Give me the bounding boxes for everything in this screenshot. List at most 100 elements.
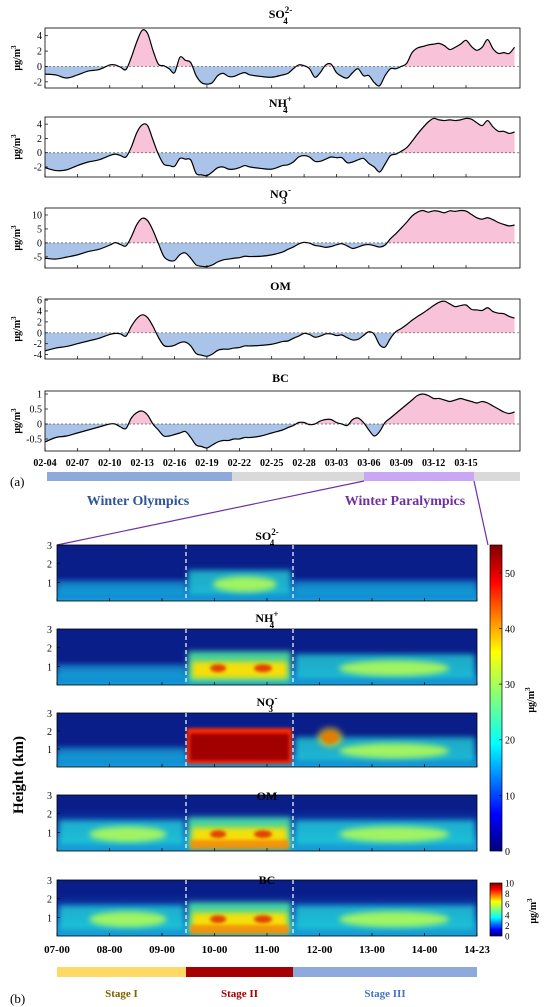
y-unit-text: μg/m3 — [526, 898, 539, 924]
plot-frame — [44, 27, 521, 89]
panel-title: NO-3 — [270, 185, 291, 206]
title-sub: 4 — [283, 16, 288, 26]
unit-base: μg/m — [528, 901, 539, 923]
anomaly-line — [44, 117, 515, 177]
colorbar-bc-tick-label: 0 — [505, 932, 510, 942]
paralympics-period-bar — [364, 472, 474, 481]
y-unit-label: μg/m3 — [10, 225, 23, 251]
zoom-connector-left — [56, 480, 365, 546]
moderate-concentration-core — [339, 826, 450, 843]
y-unit-label: μg/m3 — [524, 687, 537, 713]
unit-base: μg/m — [526, 690, 537, 712]
y-tick-label: 0 — [37, 420, 42, 431]
stage-label-2: Stage II — [221, 988, 258, 1000]
x-tick-label: 02-16 — [163, 458, 186, 469]
y-tick-label: 3 — [47, 876, 52, 887]
hotspot-halo — [317, 727, 343, 748]
y-tick-label: -5 — [34, 252, 42, 263]
stage-bar-3 — [293, 967, 477, 977]
negative-anomaly-area — [45, 152, 399, 176]
gap-period-bar — [232, 472, 364, 481]
hotspot — [254, 664, 273, 673]
y-tick-label: 0 — [37, 238, 42, 249]
y-tick-label: 1 — [37, 390, 42, 401]
y-tick-label: 2 — [47, 895, 52, 906]
profile-field — [57, 629, 477, 685]
unit-base: μg/m — [12, 319, 23, 341]
stage-bar-1 — [57, 967, 186, 977]
profile-field — [57, 545, 477, 601]
y-tick-label: -0.5 — [26, 435, 42, 446]
unit-sup: 3 — [10, 225, 18, 229]
x-tick-label: 02-28 — [292, 458, 315, 469]
colorbar-bc-tick-label: 4 — [505, 910, 510, 920]
title-sub: 4 — [270, 538, 275, 548]
title-base: BC — [259, 873, 276, 887]
title-sup: - — [288, 185, 291, 195]
title-base: OM — [270, 279, 291, 293]
colorbar-tick-label: 50 — [505, 569, 515, 580]
hotspot — [254, 830, 273, 839]
hotspot — [210, 664, 227, 673]
panel-title: BC — [259, 873, 276, 887]
olympics-period-bar — [47, 472, 232, 481]
panel-b-label: (b) — [10, 991, 25, 1006]
y-unit-text: μg/m3 — [10, 316, 23, 342]
profile-field — [57, 880, 477, 936]
panel-title: BC — [272, 371, 289, 385]
height-axis-label: Height (km) — [11, 736, 27, 814]
x-tick-label: 02-07 — [66, 458, 89, 469]
profile-field — [57, 713, 477, 767]
colorbar-tick-label: 0 — [505, 847, 510, 858]
y-tick-label: 6 — [37, 296, 42, 307]
title-base: NO — [270, 187, 288, 201]
y-tick-label: -2 — [34, 163, 42, 174]
title-sub: 4 — [270, 620, 275, 630]
y-tick-label: 3 — [47, 709, 52, 720]
x-tick-label: 02-10 — [98, 458, 121, 469]
colorbar-tick-label: 10 — [505, 791, 515, 802]
y-unit-label: μg/m3 — [526, 898, 539, 924]
moderate-concentration-core — [339, 660, 450, 677]
stage-label-1: Stage I — [105, 988, 138, 1000]
profile-panel-om: 1 2 3 OM — [47, 789, 478, 852]
y-unit-label: μg/m3 — [10, 316, 23, 342]
y-tick-label: 0 — [37, 148, 42, 159]
negative-anomaly-area — [45, 424, 515, 449]
hotspot — [210, 915, 227, 924]
positive-anomaly-area — [45, 118, 515, 153]
title-base: SO — [255, 529, 271, 543]
moderate-concentration-core — [339, 911, 450, 928]
unit-sup: 3 — [10, 316, 18, 320]
moderate-concentration-core — [89, 826, 167, 843]
winter-olympics-label: Winter Olympics — [87, 494, 190, 509]
y-tick-label: 3 — [47, 625, 52, 636]
profile-panel-bc: 1 2 3 BC 07-00 08-00 09-00 10-00 11-00 12-00 13-00… — [44, 873, 490, 956]
low-concentration-band — [57, 748, 186, 762]
y-unit-label: μg/m3 — [10, 45, 23, 71]
plot-frame — [44, 116, 521, 178]
unit-sup: 3 — [10, 134, 18, 138]
colorbar-bc — [489, 882, 503, 937]
x-tick-label: 14-00 — [412, 944, 438, 956]
plot-frame — [44, 298, 521, 360]
x-tick-label: 09-00 — [149, 944, 175, 956]
unit-sup: 3 — [524, 687, 532, 691]
positive-anomaly-area — [128, 301, 515, 333]
x-tick-label: 13-00 — [359, 944, 385, 956]
hotspot — [210, 830, 227, 839]
y-tick-label: 3 — [47, 541, 52, 552]
title-sup: 2- — [271, 527, 279, 537]
unit-sup: 3 — [10, 408, 18, 412]
title-sub: 4 — [283, 105, 288, 115]
panel-title: NH+ 4 — [269, 94, 292, 115]
positive-anomaly-area — [45, 29, 515, 67]
unit-sup: 3 — [10, 45, 18, 49]
height-axis-label-group: Height (km) — [11, 736, 27, 814]
